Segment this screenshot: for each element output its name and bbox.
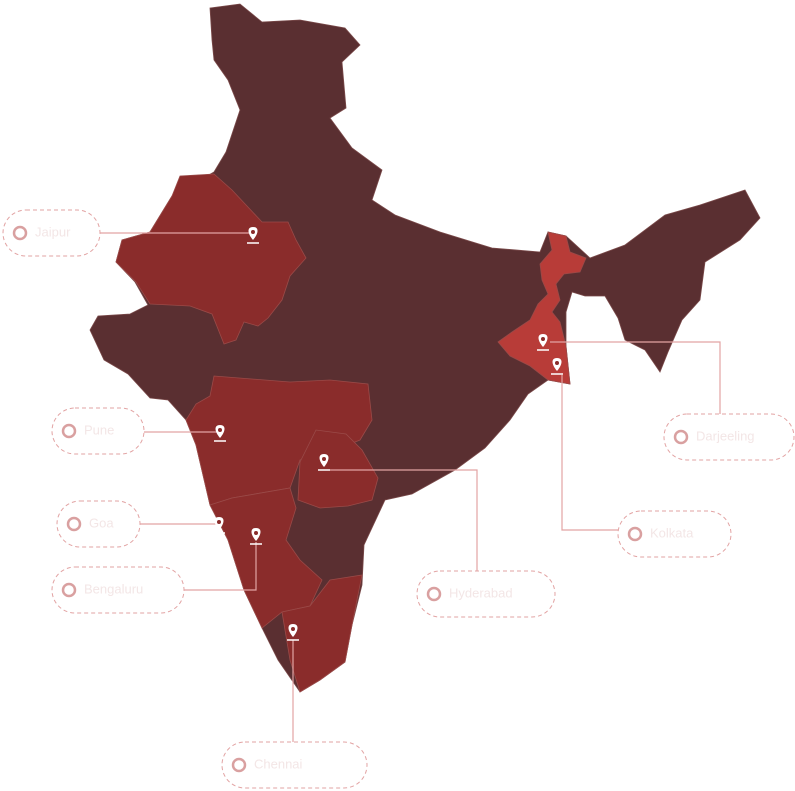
location-pill[interactable]: Chennai [221,741,368,789]
pill-label: Kolkata [650,525,694,540]
pill-border [56,500,141,548]
pill-label: Chennai [254,756,303,771]
pill-label: Darjeeling [696,428,755,443]
pill-icon [66,516,82,532]
pin-dot [322,457,326,461]
pill-border [2,209,101,257]
highlighted-states [115,173,587,693]
location-pill[interactable]: Darjeeling [663,413,795,461]
location-pill[interactable]: Jaipur [2,209,101,257]
pill-border [51,566,185,614]
pill-icon [673,429,689,445]
pill-label: Pune [84,422,114,437]
pill-icon [12,225,28,241]
pill-border [663,413,795,461]
pill-icon [627,526,643,542]
location-pill[interactable]: Goa [56,500,141,548]
pill-border [51,407,145,455]
pin-dot [291,627,295,631]
pin-dot [555,361,559,365]
pin-dot [541,337,545,341]
location-pill[interactable]: Pune [51,407,145,455]
pill-border [416,570,556,618]
pin-dot [251,230,255,234]
pill-icon [61,423,77,439]
pill-label: Hyderabad [449,585,513,600]
location-pill[interactable]: Kolkata [617,510,732,558]
pill-label: Goa [89,515,114,530]
pill-label: Jaipur [35,224,71,239]
pill-icon [61,582,77,598]
pill-border [617,510,732,558]
pill-icon [231,757,247,773]
connectors [100,232,721,742]
pin-dot [217,520,221,524]
pin-dot [218,428,222,432]
pins [213,227,563,641]
pin-dot [254,531,258,535]
pill-border [221,741,368,789]
pill-icon [426,586,442,602]
pill-label: Bengaluru [84,581,143,596]
location-pill[interactable]: Bengaluru [51,566,185,614]
location-pill[interactable]: Hyderabad [416,570,556,618]
